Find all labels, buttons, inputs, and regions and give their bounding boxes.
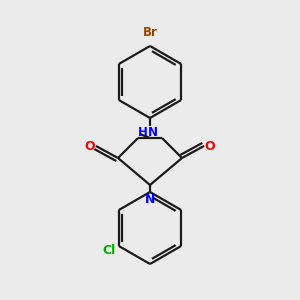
- Text: H: H: [138, 125, 148, 139]
- Text: Br: Br: [142, 26, 158, 39]
- Text: N: N: [145, 193, 155, 206]
- Text: O: O: [85, 140, 95, 152]
- Text: N: N: [148, 125, 158, 139]
- Text: Cl: Cl: [102, 244, 116, 256]
- Text: O: O: [205, 140, 215, 152]
